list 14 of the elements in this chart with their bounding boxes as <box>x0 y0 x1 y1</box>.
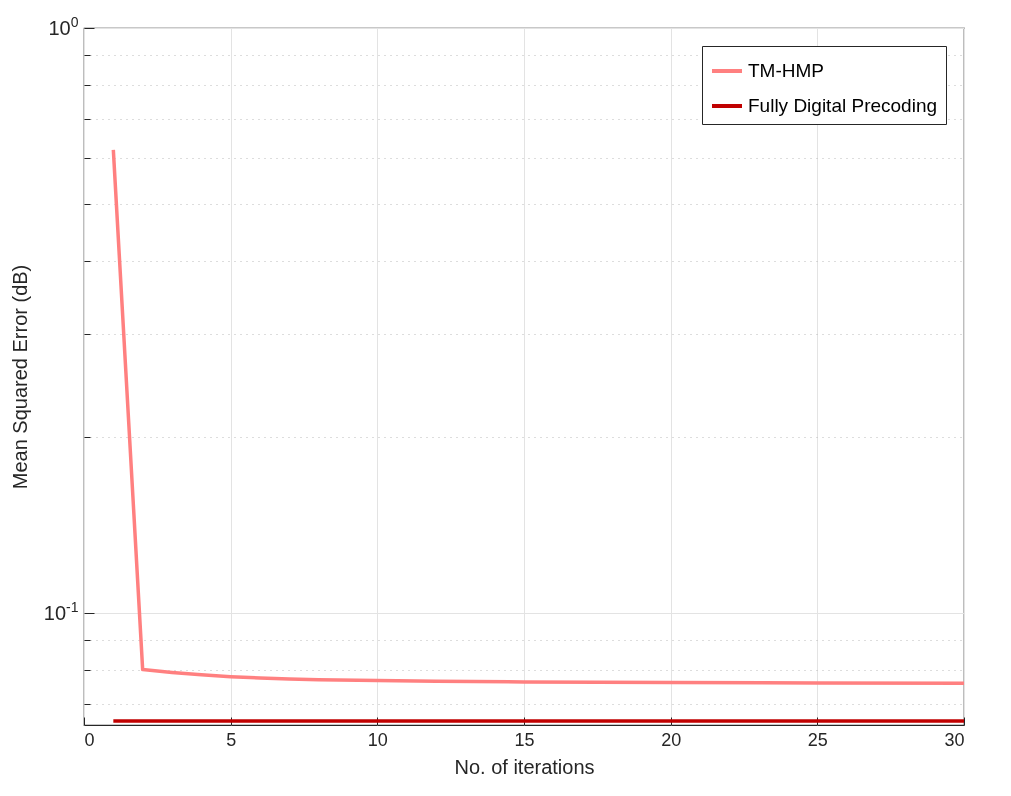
legend-label: Fully Digital Precoding <box>748 95 938 116</box>
x-tick-label: 20 <box>661 729 682 750</box>
x-tick-label: 0 <box>84 729 95 750</box>
y-axis-title: Mean Squared Error (dB) <box>8 264 31 490</box>
legend-label: TM-HMP <box>748 60 824 81</box>
y-tick-label: 10$^{-1}$ <box>43 599 79 624</box>
x-tick-label: 25 <box>807 729 828 750</box>
x-tick-label: 30 <box>944 729 965 750</box>
x-tick-label: 5 <box>226 729 237 750</box>
x-axis-title: No. of iterations <box>454 755 595 778</box>
x-tick-label: 15 <box>514 729 535 750</box>
line-series <box>111 148 966 686</box>
x-tick-label: 10 <box>367 729 388 750</box>
y-tick-label: 10$^{0}$ <box>48 13 79 39</box>
